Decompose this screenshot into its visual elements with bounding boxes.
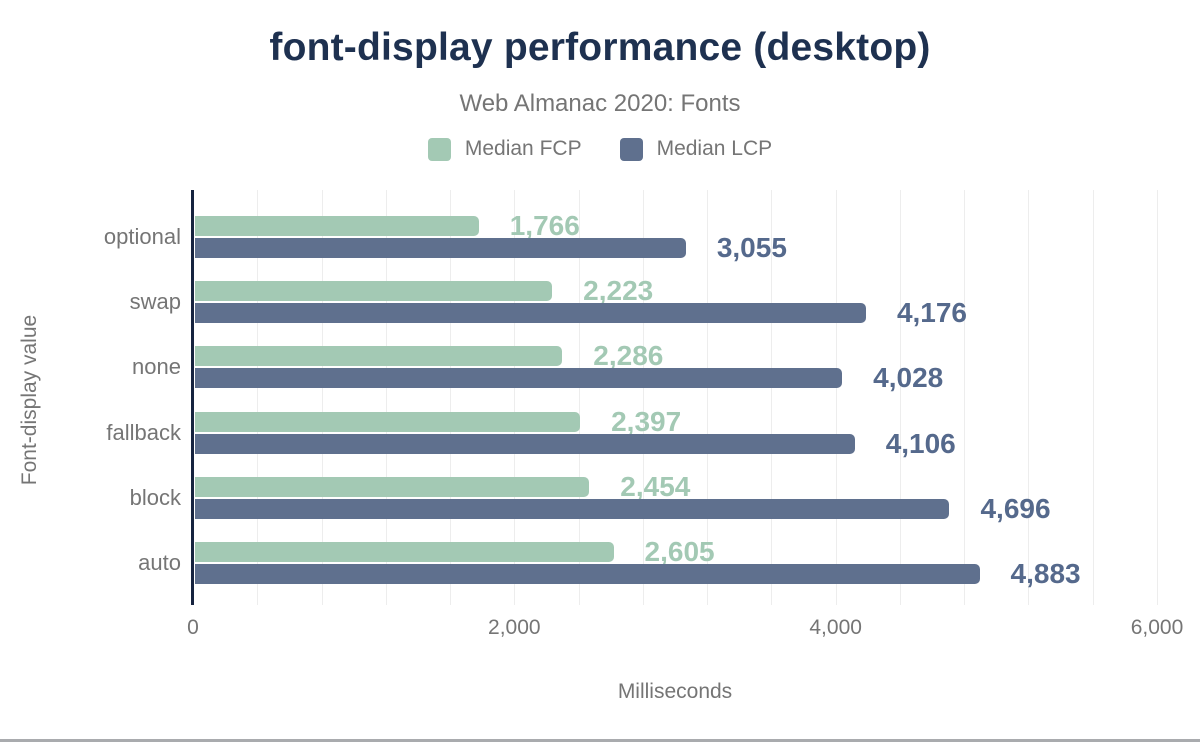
legend-item-median-fcp: Median FCP	[427, 137, 582, 161]
bottom-border	[0, 739, 1200, 742]
x-tick-2,000: 2,000	[488, 616, 541, 639]
value-label-lcp-auto: 4,883	[1010, 558, 1081, 589]
category-label-auto: auto	[138, 550, 181, 575]
gridline	[450, 190, 452, 605]
bar-fcp-fallback	[195, 411, 581, 432]
value-label-lcp-block: 4,696	[980, 492, 1051, 524]
gridline	[1157, 190, 1158, 605]
value-label-fcp-none: 2,286	[593, 340, 664, 372]
value-label-lcp-fallback: 4,106	[885, 427, 956, 459]
value-label-lcp-swap: 4,176	[896, 297, 968, 329]
legend: Median FCP Median LCP	[0, 137, 1200, 161]
x-tick-6,000: 6,000	[1130, 616, 1184, 639]
value-label-fcp-auto: 2,605	[644, 536, 715, 567]
bar-lcp-none	[195, 368, 843, 389]
gridline	[707, 190, 709, 605]
plot-area: Milliseconds optional 1,766 3,055 swap 2,223…	[104, 190, 1183, 703]
gridline	[1092, 190, 1094, 605]
gridline	[257, 190, 259, 605]
chart-subtitle: Web Almanac 2020: Fonts	[459, 90, 741, 117]
bar-fcp-auto	[195, 542, 614, 562]
category-label-block: block	[129, 484, 181, 510]
gridline	[385, 190, 387, 605]
gridline	[321, 190, 323, 605]
value-label-fcp-swap: 2,223	[583, 275, 654, 307]
value-label-lcp-none: 4,028	[873, 362, 944, 394]
category-label-optional: optional	[103, 224, 181, 249]
gridline	[835, 190, 837, 605]
value-label-fcp-block: 2,454	[620, 470, 691, 502]
gridline	[899, 190, 901, 605]
value-label-fcp-fallback: 2,397	[611, 405, 682, 437]
gridline	[1028, 190, 1030, 605]
legend-label-lcp: Median LCP	[656, 137, 773, 160]
category-label-swap: swap	[129, 289, 181, 315]
bar-fcp-none	[195, 346, 563, 367]
x-tick-0: 0	[187, 616, 199, 639]
gridline	[964, 190, 966, 605]
gridline	[514, 190, 516, 605]
bar-lcp-block	[195, 498, 950, 519]
x-tick-4,000: 4,000	[809, 616, 862, 639]
bar-fcp-block	[195, 476, 590, 497]
gridline	[642, 190, 644, 605]
legend-item-median-lcp: Median LCP	[619, 137, 773, 161]
bar-lcp-fallback	[195, 433, 855, 454]
legend-label-fcp: Median FCP	[464, 137, 582, 160]
gridline	[578, 190, 580, 605]
legend-swatch-fcp-icon	[427, 137, 451, 161]
legend-swatch-lcp-icon	[619, 137, 643, 161]
gridline	[771, 190, 773, 605]
y-axis-title: Font-display value	[18, 314, 41, 486]
y-axis-line	[191, 190, 194, 605]
bar-fcp-swap	[195, 281, 553, 302]
bar-fcp-optional	[195, 216, 479, 236]
chart-title: font-display performance (desktop)	[269, 26, 931, 69]
value-label-lcp-optional: 3,055	[716, 232, 787, 263]
bar-lcp-auto	[195, 564, 980, 584]
bar-lcp-optional	[195, 238, 686, 258]
bar-lcp-swap	[195, 303, 866, 324]
value-label-fcp-optional: 1,766	[509, 210, 580, 241]
category-label-fallback: fallback	[106, 419, 181, 445]
category-label-none: none	[132, 354, 181, 380]
x-axis-title: Milliseconds	[617, 680, 733, 703]
